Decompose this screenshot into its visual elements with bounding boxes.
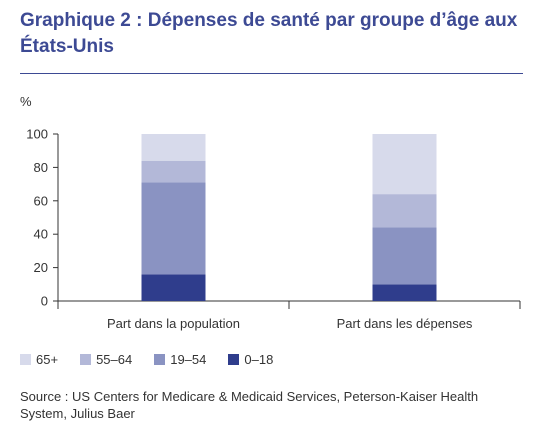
bar-segment <box>141 160 206 183</box>
legend-label: 65+ <box>36 352 59 367</box>
legend-item: 55–64 <box>80 352 132 367</box>
bar-segment <box>372 134 437 195</box>
source-note: Source : US Centers for Medicare & Medic… <box>20 389 479 421</box>
legend-label: 55–64 <box>96 352 133 367</box>
y-tick-label: 40 <box>34 227 48 242</box>
legend-swatch <box>20 354 31 365</box>
y-tick-label: 20 <box>34 260 48 275</box>
chart-legend: 65+ 55–64 19–54 0–18 <box>20 352 273 367</box>
title-divider <box>20 73 523 74</box>
y-tick-label: 60 <box>34 193 48 208</box>
bar-segment <box>372 227 437 285</box>
y-axis-unit-label: % <box>20 94 32 109</box>
x-category-label: Part dans les dépenses <box>337 316 473 331</box>
legend-label: 0–18 <box>244 352 274 367</box>
legend-item: 0–18 <box>228 352 273 367</box>
chart-title: Graphique 2 : Dépenses de santé par grou… <box>20 10 518 57</box>
bar-segment <box>372 194 437 228</box>
legend-label: 19–54 <box>170 352 207 367</box>
legend-swatch <box>154 354 166 365</box>
y-tick-label: 80 <box>34 160 48 175</box>
legend-item: 19–54 <box>154 352 206 367</box>
x-category-label: Part dans la population <box>107 316 240 331</box>
legend-swatch <box>80 354 92 365</box>
bar-segment <box>141 134 206 161</box>
bar-segment <box>141 182 206 275</box>
y-tick-label: 0 <box>41 294 48 309</box>
stacked-bar-chart: % 0 20 40 60 80 100 Part dans la population Part… <box>20 94 521 331</box>
bar-segment <box>141 274 206 301</box>
y-tick-label: 100 <box>26 127 48 142</box>
bar-segment <box>372 284 437 301</box>
legend-swatch <box>228 354 240 365</box>
legend-item: 65+ <box>20 352 58 367</box>
